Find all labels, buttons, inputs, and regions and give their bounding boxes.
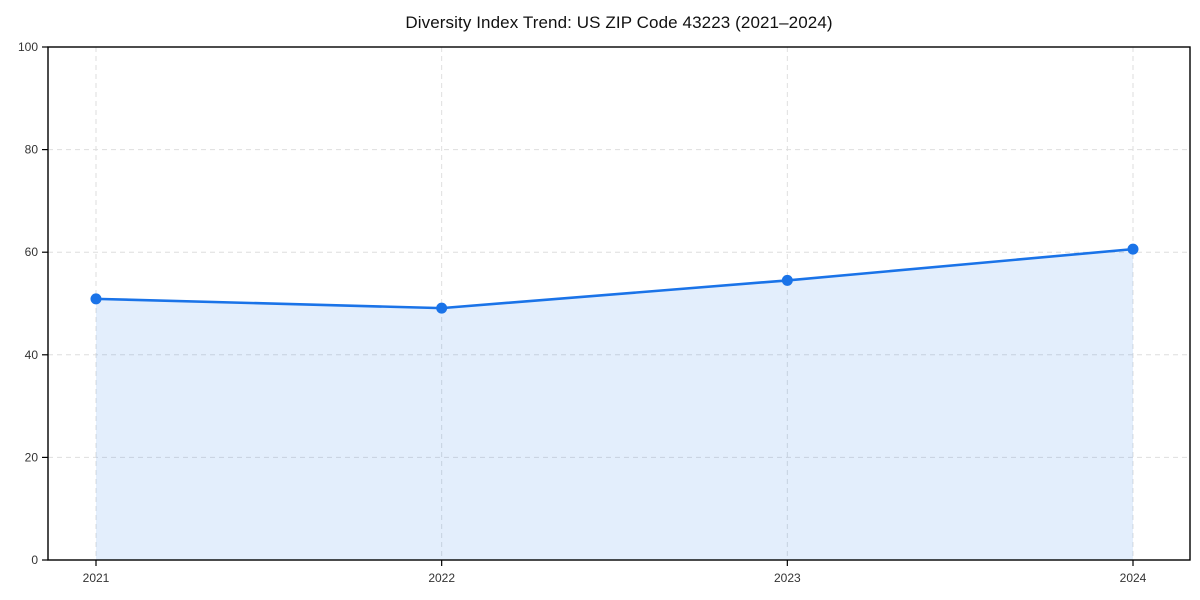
x-tick-label: 2023: [774, 571, 801, 585]
y-tick-label: 100: [18, 40, 38, 54]
x-tick-label: 2022: [428, 571, 455, 585]
x-tick-label: 2024: [1120, 571, 1147, 585]
data-point: [1127, 243, 1139, 255]
plot-border: [47, 46, 1191, 561]
y-tick-label: 0: [31, 553, 38, 567]
y-tick-label: 40: [25, 348, 39, 362]
series-line: [94, 247, 1135, 310]
y-tick-label: 80: [25, 143, 39, 157]
data-point: [781, 274, 793, 286]
chart-title: Diversity Index Trend: US ZIP Code 43223…: [405, 13, 833, 32]
data-point: [436, 302, 448, 314]
area-fill: [96, 249, 1133, 560]
y-tick-label: 60: [25, 245, 39, 259]
x-tick-label: 2021: [83, 571, 110, 585]
data-point: [90, 293, 102, 305]
y-tick-label: 20: [25, 450, 39, 464]
